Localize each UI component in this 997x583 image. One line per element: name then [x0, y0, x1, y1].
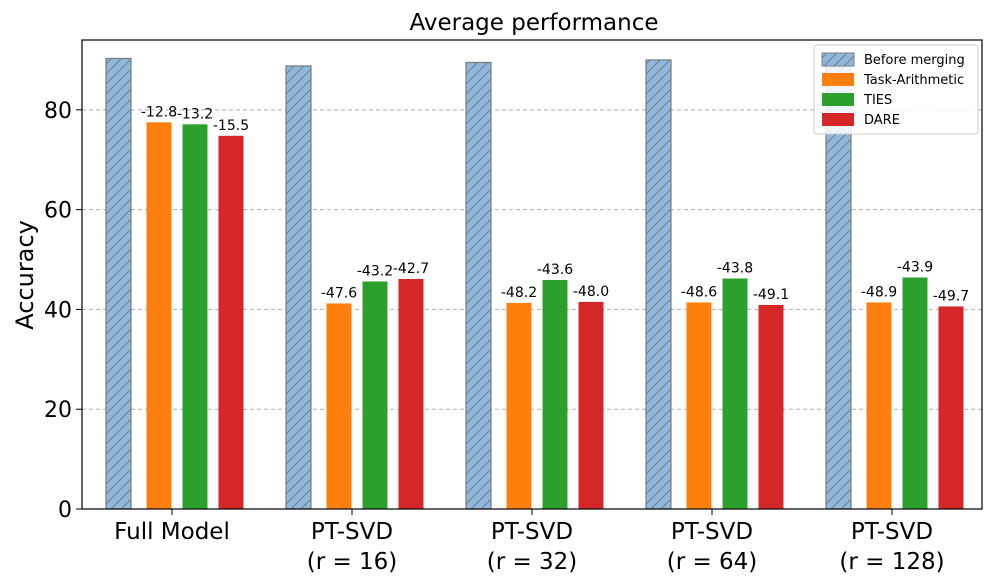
- y-tick-label-20: 20: [44, 398, 72, 423]
- bar-3-3: [758, 304, 784, 509]
- data-label-3-0: -15.5: [213, 118, 249, 134]
- bar-0-2: [465, 61, 492, 510]
- bar-1-3: [686, 302, 712, 509]
- y-tick-label-80: 80: [44, 99, 72, 124]
- data-label-1-1: -47.6: [321, 285, 357, 301]
- data-label-3-3: -49.1: [753, 287, 789, 303]
- data-label-3-2: -48.0: [573, 284, 609, 300]
- bar-2-2: [542, 279, 568, 509]
- x-axis: Full Model PT-SVD (r = 16) PT-SVD (r = 32) PT…: [114, 509, 945, 575]
- legend-label-0: Before merging: [864, 53, 965, 68]
- legend-box: [813, 44, 979, 135]
- bars-group: [105, 57, 964, 510]
- bar-3-1: [398, 278, 424, 509]
- legend-swatch-3: [822, 113, 854, 126]
- y-axis: 0 20 40 60 80: [44, 99, 82, 523]
- bar-2-3: [722, 278, 748, 509]
- x-tick-label-0: Full Model: [114, 519, 230, 545]
- legend-swatch-1: [822, 73, 854, 86]
- data-label-2-0: -13.2: [177, 106, 213, 122]
- legend-label-2: TIES: [863, 93, 892, 108]
- data-label-2-4: -43.9: [897, 259, 933, 275]
- data-label-2-3: -43.8: [717, 260, 753, 276]
- data-label-2-1: -43.2: [357, 263, 393, 279]
- x-tick-label-2: PT-SVD: [491, 519, 573, 545]
- data-label-1-4: -48.9: [861, 284, 897, 300]
- bar-2-1: [362, 281, 388, 509]
- data-label-2-2: -43.6: [537, 262, 573, 278]
- data-label-3-1: -42.7: [393, 261, 429, 277]
- bar-0-3: [645, 59, 672, 510]
- bar-3-2: [578, 301, 604, 509]
- y-tick-label-60: 60: [44, 199, 72, 224]
- bar-1-4: [866, 302, 892, 509]
- data-label-1-0: -12.8: [141, 104, 177, 120]
- legend-label-3: DARE: [864, 113, 900, 128]
- x-tick-sublabel-3: (r = 64): [667, 549, 758, 575]
- bar-0-0: [105, 57, 132, 510]
- chart-title: Average performance: [409, 10, 658, 36]
- bar-1-0: [146, 122, 172, 510]
- y-tick-label-0: 0: [58, 498, 72, 523]
- data-labels-group: -12.8 -13.2-15.5 -47.6-43.2 -42.7 -48.2-43.6…: [141, 104, 969, 304]
- data-label-3-4: -49.7: [933, 288, 969, 304]
- bar-1-1: [326, 303, 352, 509]
- legend-swatch-2: [822, 93, 854, 106]
- bar-1-2: [506, 302, 532, 509]
- bar-0-1: [285, 65, 312, 510]
- bar-2-0: [182, 124, 208, 509]
- x-tick-label-4: PT-SVD: [851, 519, 933, 545]
- legend-swatch-0: [821, 52, 855, 67]
- legend-label-1: Task-Arithmetic: [863, 73, 964, 88]
- x-tick-sublabel-1: (r = 16): [307, 549, 398, 575]
- x-tick-sublabel-2: (r = 32): [487, 549, 578, 575]
- legend: Before merging Task-Arithmetic TIES DARE: [813, 44, 979, 135]
- y-axis-label: Accuracy: [11, 220, 39, 330]
- bar-3-4: [938, 306, 964, 509]
- bar-3-0: [218, 135, 244, 509]
- x-tick-label-1: PT-SVD: [311, 519, 393, 545]
- data-label-1-3: -48.6: [681, 284, 717, 300]
- y-tick-label-40: 40: [44, 298, 72, 323]
- x-tick-sublabel-4: (r = 128): [839, 549, 944, 575]
- data-label-1-2: -48.2: [501, 285, 537, 301]
- bar-2-4: [902, 277, 928, 509]
- x-tick-label-3: PT-SVD: [671, 519, 753, 545]
